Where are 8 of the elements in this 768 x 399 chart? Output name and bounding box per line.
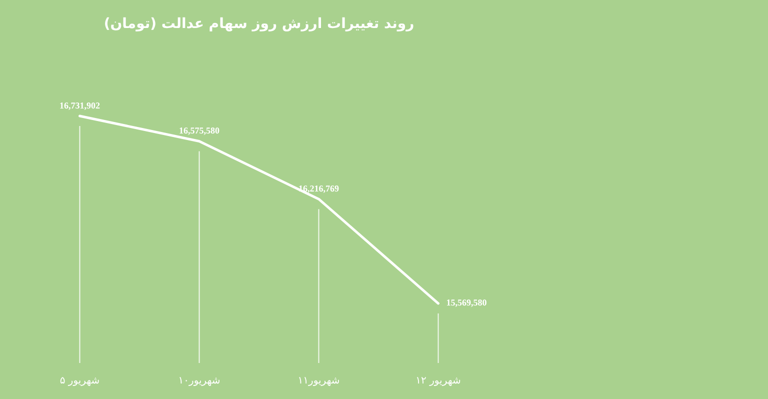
- data-label: 16,731,902: [60, 100, 100, 110]
- data-label: 15,569,580: [446, 298, 488, 308]
- data-label: 16,575,580: [179, 126, 220, 136]
- x-tick-label: ۱۲ شهریور: [416, 376, 461, 387]
- x-tick-label: ۱۰شهریور: [178, 376, 220, 387]
- chart-title: روند تغییرات ارزش روز سهام عدالت (تومان): [104, 16, 414, 32]
- x-tick-label: ۵ شهریور: [60, 376, 100, 387]
- x-tick-label: ۱۱شهریور: [298, 376, 340, 387]
